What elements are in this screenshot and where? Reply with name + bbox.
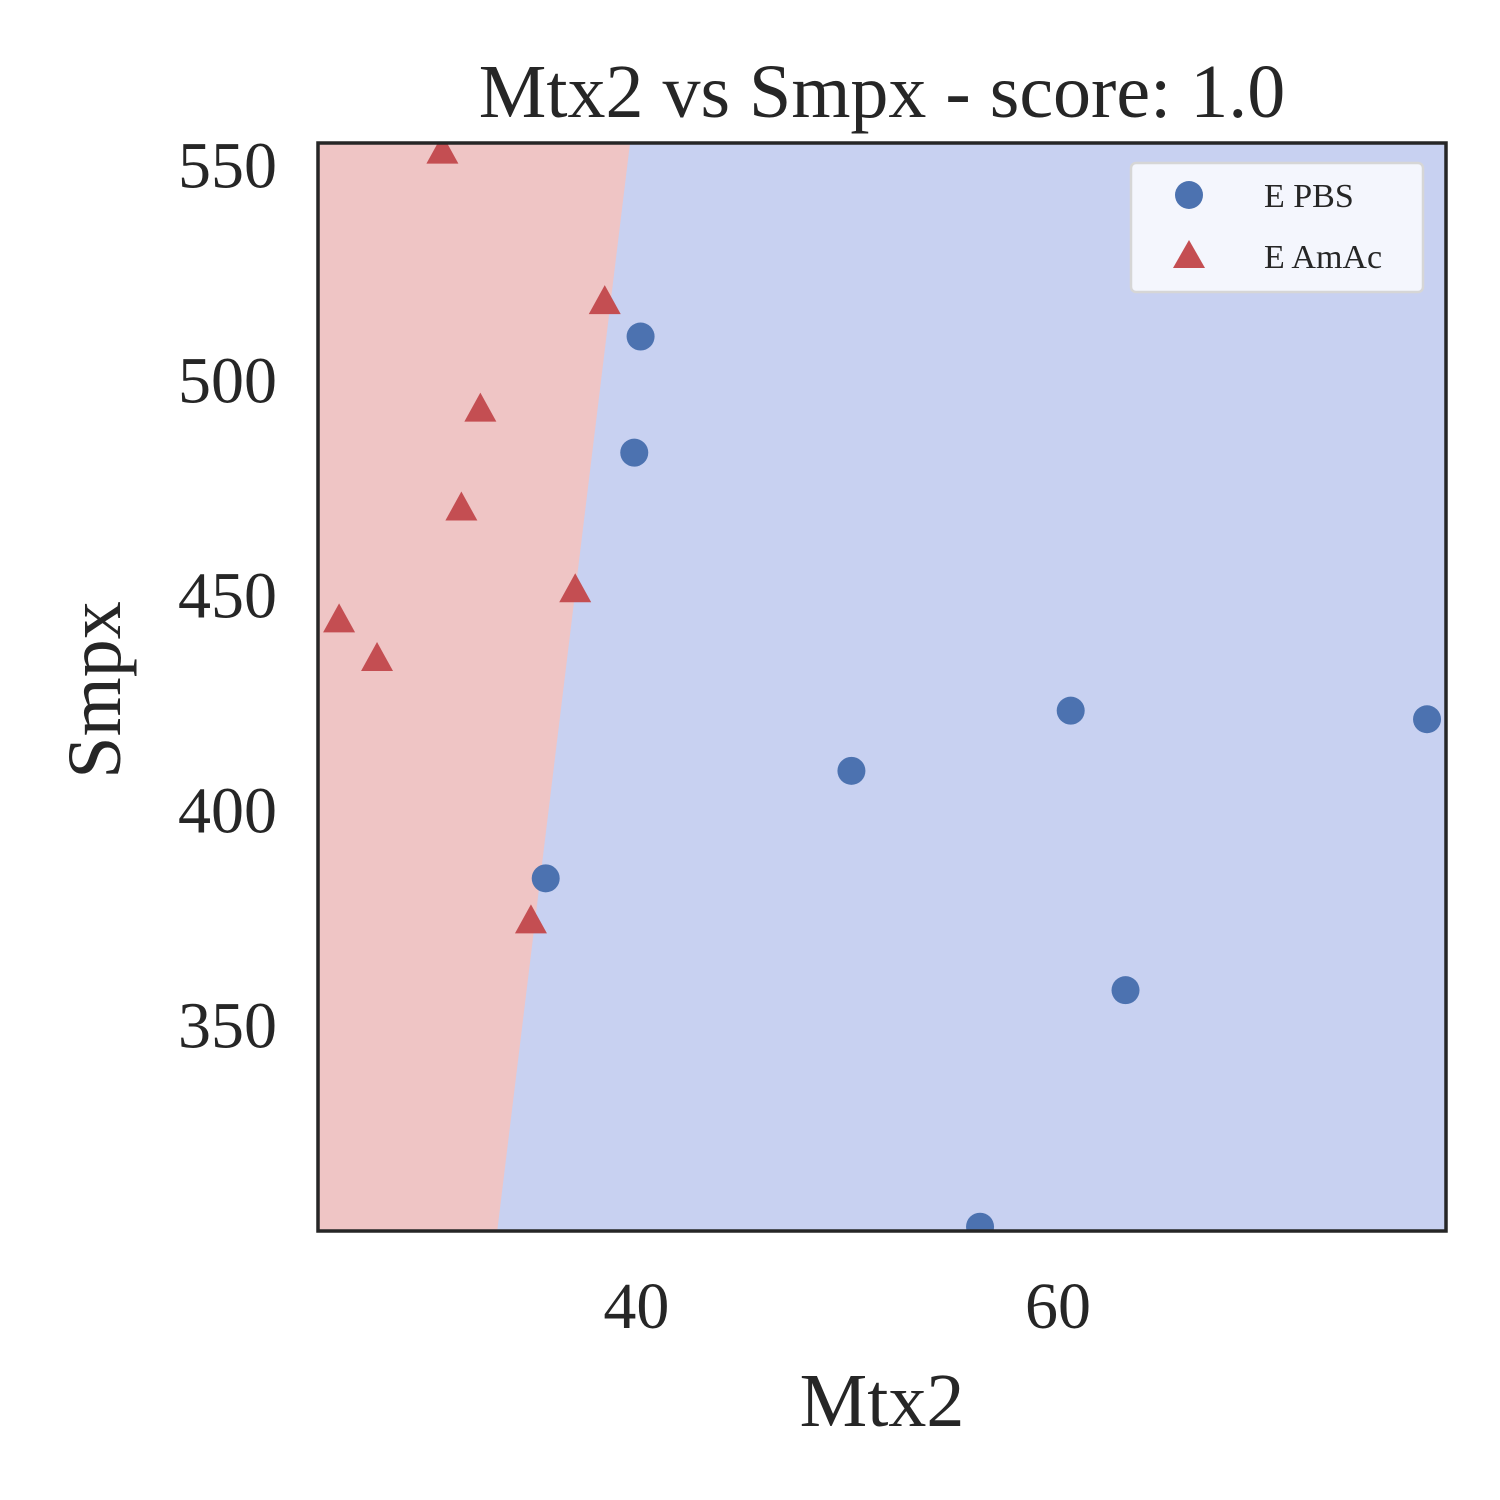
amac-point-0	[426, 143, 459, 164]
x-tick-label-60: 60	[1025, 1270, 1091, 1343]
x-tick-label-40: 40	[603, 1270, 669, 1343]
pbs-point-6	[966, 1212, 995, 1231]
pbs-point-7	[1413, 705, 1442, 734]
points-layer	[323, 143, 1442, 1231]
amac-point-5	[323, 603, 356, 633]
amac-point-2	[464, 392, 497, 422]
legend: E PBS E AmAc	[1129, 161, 1425, 294]
pbs-point-0	[626, 322, 655, 351]
pbs-point-5	[1111, 976, 1140, 1005]
plot-area	[318, 143, 1446, 1231]
legend-label-amac: E AmAc	[1264, 239, 1382, 276]
pbs-point-1	[620, 438, 649, 467]
y-tick-label-550: 550	[178, 130, 277, 203]
legend-label-pbs: E PBS	[1264, 178, 1354, 215]
legend-marker-pbs	[1175, 181, 1203, 209]
y-tick-label-500: 500	[178, 345, 277, 418]
pbs-point-3	[837, 756, 866, 785]
y-tick-labels: 350 400 450 500 550	[178, 130, 277, 1063]
legend-marker-amac	[1173, 240, 1205, 268]
amac-point-6	[361, 642, 394, 672]
chart-title: Mtx2 vs Smpx - score: 1.0	[479, 50, 1285, 134]
amac-point-4	[559, 573, 592, 603]
x-tick-labels: 40 60	[603, 1270, 1091, 1343]
x-axis-label: Mtx2	[800, 1359, 965, 1443]
amac-point-7	[514, 904, 547, 934]
legend-box	[1129, 161, 1425, 294]
y-tick-label-450: 450	[178, 560, 277, 633]
amac-point-1	[588, 285, 621, 315]
y-tick-label-350: 350	[178, 990, 277, 1063]
plot-frame	[316, 141, 1448, 1233]
amac-point-3	[445, 491, 478, 521]
y-axis-label: Smpx	[53, 601, 137, 778]
pbs-point-4	[1056, 696, 1085, 725]
y-tick-label-400: 400	[178, 775, 277, 848]
region-left	[318, 143, 631, 1231]
pbs-point-2	[531, 864, 560, 893]
